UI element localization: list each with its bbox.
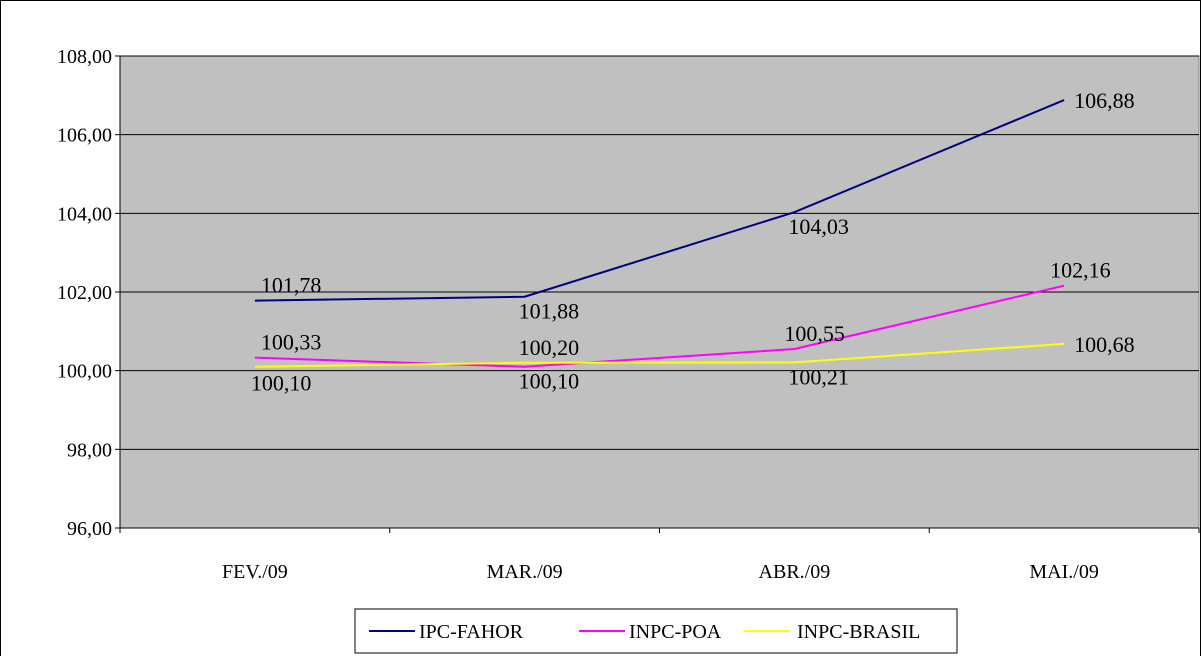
x-tick-label: MAR./09 [487,561,563,583]
data-labels: 101,78 101,88 104,03 106,88 100,33 100,10 100,… [251,88,1135,396]
data-label: 100,55 [784,321,845,346]
x-tick-label: ABR./09 [759,561,831,583]
series-line [254,284,1065,368]
series-line [254,342,1065,368]
legend-box [354,608,958,654]
data-label: 101,78 [261,273,322,298]
y-tick-label: 96,00 [67,518,112,540]
y-tick-label: 100,00 [57,361,112,383]
x-tick-label: FEV./09 [222,561,288,583]
data-label: 100,10 [519,369,580,394]
y-tick-label: 108,00 [57,46,112,68]
y-tick-label: 104,00 [57,203,112,225]
gridlines [120,55,1199,450]
legend-label: INPC-POA [629,621,722,643]
series-line [254,99,1065,302]
data-label: 100,20 [519,335,580,360]
series-lines [254,99,1065,368]
y-tick-label: 98,00 [67,439,112,461]
data-label: 100,33 [261,330,322,355]
y-tick-label: 102,00 [57,282,112,304]
legend-label: INPC-BRASIL [797,621,920,643]
legend: IPC-FAHOR INPC-POA INPC-BRASIL [354,608,958,654]
data-label: 100,68 [1074,332,1135,357]
x-tick-label: MAI./09 [1029,561,1098,583]
y-tick-label: 106,00 [57,125,112,147]
data-label: 100,10 [251,371,312,396]
data-label: 101,88 [519,299,580,324]
data-label: 104,03 [788,214,849,239]
legend-label: IPC-FAHOR [419,621,524,643]
data-label: 100,21 [788,364,849,389]
axes: 96,00 98,00 100,00 102,00 104,00 106,00 108,00… [57,46,1200,583]
data-label: 106,88 [1074,88,1135,113]
data-label: 102,16 [1050,258,1111,283]
